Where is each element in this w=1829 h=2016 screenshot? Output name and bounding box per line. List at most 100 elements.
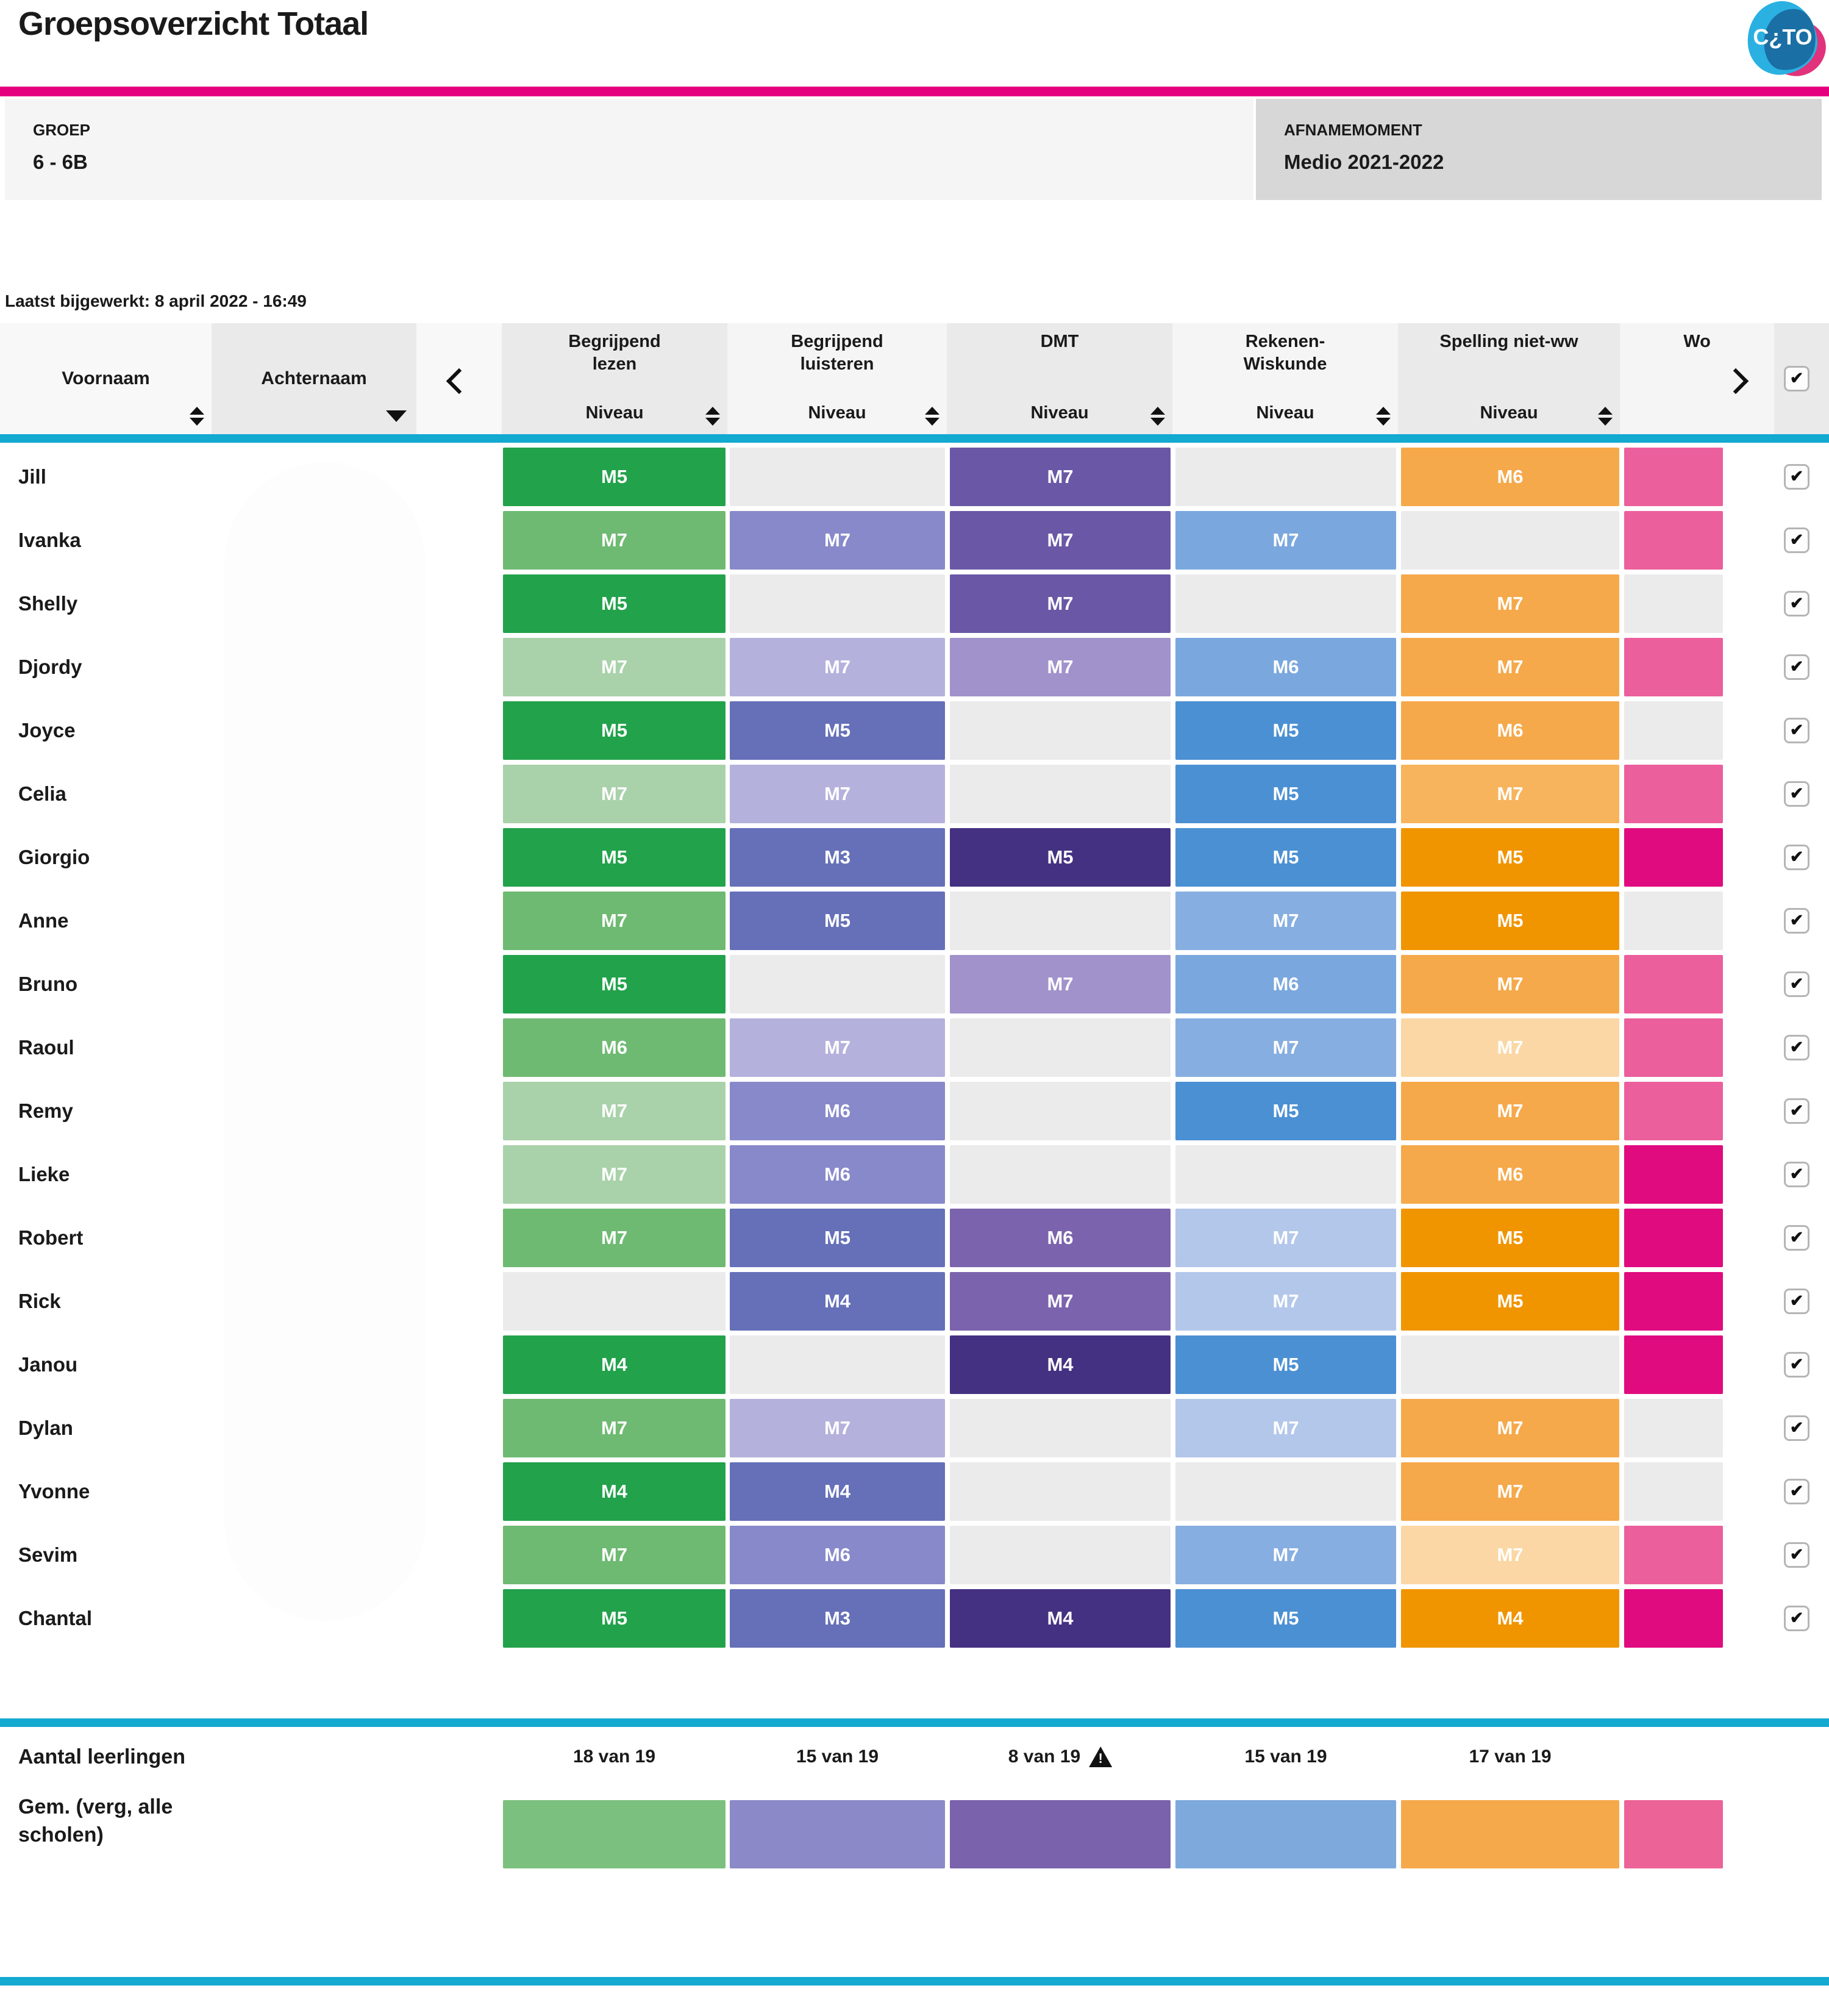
level-cell[interactable]: M7	[950, 1272, 1171, 1331]
level-cell[interactable]: M5	[1401, 1272, 1619, 1331]
level-cell[interactable]: M7	[950, 638, 1171, 696]
column-header-dmt[interactable]: DMT Niveau	[947, 323, 1172, 434]
level-cell[interactable]: M7	[1175, 1272, 1396, 1331]
row-checkbox[interactable]: ✔	[1784, 1415, 1809, 1441]
level-cell[interactable]: M6	[950, 1209, 1171, 1267]
level-cell[interactable]: M6	[503, 1018, 726, 1077]
level-cell[interactable]	[1624, 638, 1723, 696]
select-all-checkbox[interactable]: ✔	[1784, 366, 1809, 391]
level-cell[interactable]: M7	[950, 511, 1171, 570]
sort-icon[interactable]	[1376, 407, 1391, 426]
level-cell[interactable]: M7	[730, 638, 945, 696]
level-cell[interactable]: M6	[1175, 955, 1396, 1013]
level-cell[interactable]: M7	[950, 574, 1171, 633]
row-checkbox[interactable]: ✔	[1784, 971, 1809, 997]
level-cell[interactable]: M5	[1401, 892, 1619, 950]
level-cell[interactable]	[1624, 1526, 1723, 1584]
level-cell[interactable]: M3	[730, 828, 945, 887]
level-cell[interactable]	[1624, 1589, 1723, 1648]
row-checkbox[interactable]: ✔	[1784, 464, 1809, 490]
level-cell[interactable]	[1624, 1082, 1723, 1140]
level-cell[interactable]: M6	[730, 1145, 945, 1204]
collapse-columns-chevron[interactable]	[446, 368, 472, 395]
level-cell[interactable]	[1624, 448, 1723, 506]
level-cell[interactable]: M7	[503, 511, 726, 570]
level-cell[interactable]: M5	[1175, 1589, 1396, 1648]
level-cell[interactable]: M4	[1401, 1589, 1619, 1648]
level-cell[interactable]: M7	[730, 1018, 945, 1077]
level-cell[interactable]	[1624, 1272, 1723, 1331]
level-cell[interactable]: M5	[503, 1589, 726, 1648]
column-header-begrijpend-lezen[interactable]: Begrijpend lezen Niveau	[502, 323, 727, 434]
level-cell[interactable]: M6	[730, 1082, 945, 1140]
level-cell[interactable]: M7	[503, 765, 726, 823]
level-cell[interactable]: M7	[1401, 1399, 1619, 1457]
sort-icon[interactable]	[190, 407, 204, 426]
level-cell[interactable]: M5	[1175, 701, 1396, 760]
column-header-wo[interactable]: Wo	[1620, 323, 1774, 434]
level-cell[interactable]: M7	[1401, 765, 1619, 823]
level-cell[interactable]: M4	[950, 1335, 1171, 1394]
level-cell[interactable]: M7	[730, 511, 945, 570]
level-cell[interactable]: M7	[730, 765, 945, 823]
row-checkbox[interactable]: ✔	[1784, 781, 1809, 807]
sort-desc-icon[interactable]	[386, 410, 407, 422]
expand-columns-chevron[interactable]	[1722, 368, 1749, 395]
level-cell[interactable]: M7	[503, 1399, 726, 1457]
level-cell[interactable]: M3	[730, 1589, 945, 1648]
level-cell[interactable]: M4	[730, 1462, 945, 1521]
level-cell[interactable]: M7	[1175, 892, 1396, 950]
level-cell[interactable]: M6	[1401, 448, 1619, 506]
level-cell[interactable]: M5	[730, 701, 945, 760]
level-cell[interactable]: M5	[503, 574, 726, 633]
level-cell[interactable]: M5	[1175, 1335, 1396, 1394]
level-cell[interactable]: M7	[1175, 511, 1396, 570]
level-cell[interactable]: M4	[503, 1335, 726, 1394]
row-checkbox[interactable]: ✔	[1784, 1479, 1809, 1504]
sort-icon[interactable]	[925, 407, 939, 426]
row-checkbox[interactable]: ✔	[1784, 908, 1809, 934]
level-cell[interactable]: M5	[1401, 828, 1619, 887]
level-cell[interactable]: M7	[1401, 1526, 1619, 1584]
level-cell[interactable]	[1624, 955, 1723, 1013]
level-cell[interactable]: M5	[503, 955, 726, 1013]
level-cell[interactable]: M7	[503, 1145, 726, 1204]
level-cell[interactable]: M7	[503, 1082, 726, 1140]
level-cell[interactable]: M7	[1401, 638, 1619, 696]
row-checkbox[interactable]: ✔	[1784, 1289, 1809, 1314]
sort-icon[interactable]	[1598, 407, 1613, 426]
column-header-rekenen-wiskunde[interactable]: Rekenen- Wiskunde Niveau	[1172, 323, 1398, 434]
sort-icon[interactable]	[705, 407, 720, 426]
level-cell[interactable]: M4	[503, 1462, 726, 1521]
level-cell[interactable]: M5	[503, 828, 726, 887]
row-checkbox[interactable]: ✔	[1784, 1352, 1809, 1378]
row-checkbox[interactable]: ✔	[1784, 1542, 1809, 1568]
level-cell[interactable]: M7	[1401, 1018, 1619, 1077]
row-checkbox[interactable]: ✔	[1784, 527, 1809, 553]
column-header-begrijpend-luisteren[interactable]: Begrijpend luisteren Niveau	[727, 323, 947, 434]
level-cell[interactable]: M4	[730, 1272, 945, 1331]
level-cell[interactable]: M7	[1175, 1209, 1396, 1267]
row-checkbox[interactable]: ✔	[1784, 1606, 1809, 1631]
level-cell[interactable]	[1624, 1018, 1723, 1077]
row-checkbox[interactable]: ✔	[1784, 845, 1809, 870]
level-cell[interactable]: M5	[1401, 1209, 1619, 1267]
level-cell[interactable]: M5	[950, 828, 1171, 887]
level-cell[interactable]: M6	[1401, 1145, 1619, 1204]
level-cell[interactable]	[1624, 828, 1723, 887]
level-cell[interactable]: M7	[950, 955, 1171, 1013]
level-cell[interactable]: M5	[1175, 828, 1396, 887]
level-cell[interactable]: M7	[1175, 1018, 1396, 1077]
level-cell[interactable]: M7	[1401, 1082, 1619, 1140]
level-cell[interactable]	[1624, 1209, 1723, 1267]
level-cell[interactable]: M7	[730, 1399, 945, 1457]
sort-icon[interactable]	[1150, 407, 1165, 426]
row-checkbox[interactable]: ✔	[1784, 718, 1809, 743]
level-cell[interactable]: M6	[1401, 701, 1619, 760]
level-cell[interactable]	[1624, 765, 1723, 823]
level-cell[interactable]: M7	[950, 448, 1171, 506]
level-cell[interactable]: M7	[503, 1526, 726, 1584]
level-cell[interactable]: M7	[503, 892, 726, 950]
level-cell[interactable]	[1624, 511, 1723, 570]
level-cell[interactable]: M7	[1175, 1526, 1396, 1584]
